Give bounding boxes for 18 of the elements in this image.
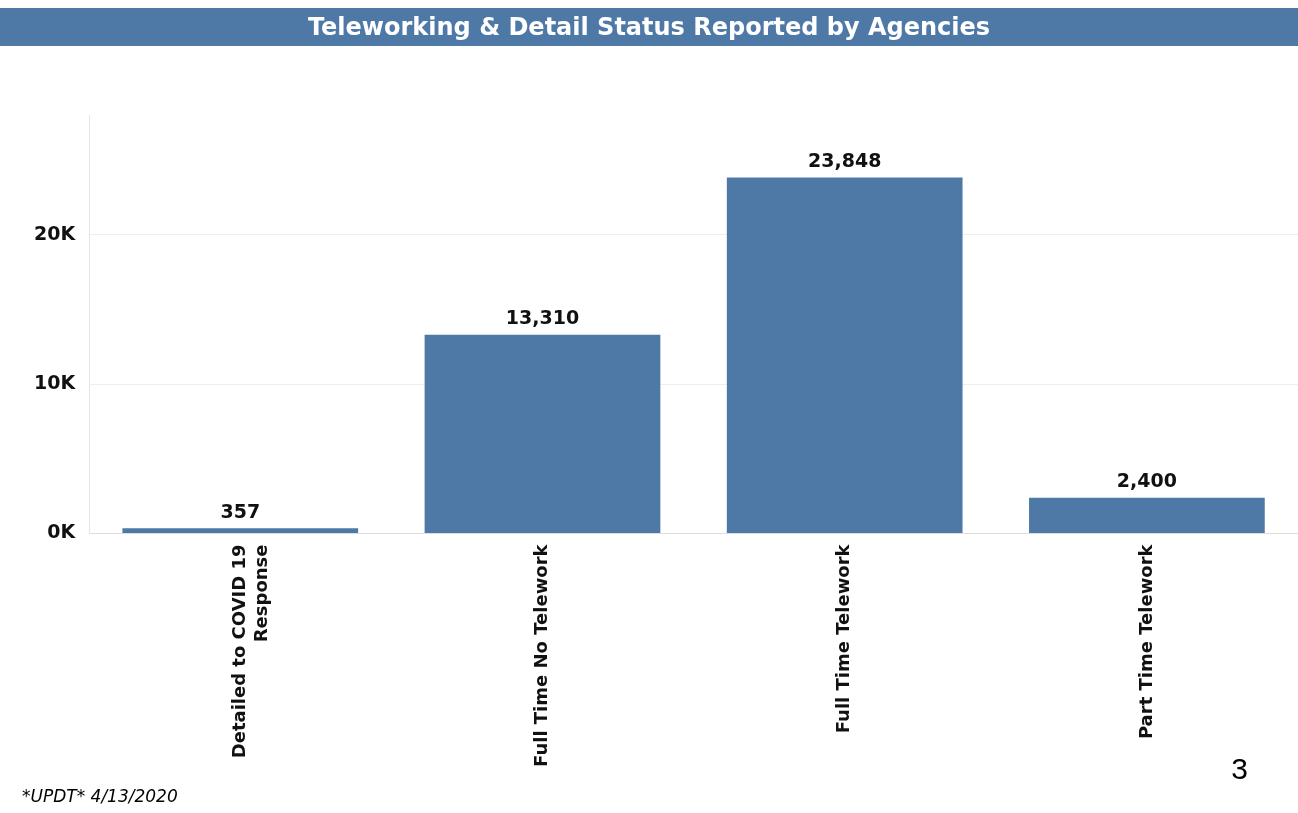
y-tick-label: 10K — [33, 371, 77, 394]
data-label: 23,848 — [808, 148, 882, 171]
text: 3 — [1231, 752, 1248, 786]
data-label: 357 — [220, 499, 261, 522]
data-label: 2,400 — [1116, 469, 1177, 492]
x-tick-label: Full Time No Telework — [530, 543, 552, 767]
y-tick-label: 20K — [33, 221, 77, 244]
bar — [122, 528, 359, 533]
data-label: 13,310 — [505, 306, 580, 329]
text: *UPDT* 4/13/2020 — [22, 786, 178, 806]
x-tick-label: Part Time Telework — [1134, 543, 1156, 740]
bar — [1029, 497, 1265, 533]
chart-title: Teleworking & Detail Status Reported by Agencies — [0, 8, 1298, 46]
bar — [726, 177, 963, 533]
y-tick-label: 0K — [47, 520, 77, 543]
bar — [424, 334, 661, 533]
x-tick-label: Full Time Telework — [832, 543, 854, 734]
x-tick-label: Detailed to COVID 19 Response — [227, 544, 271, 759]
